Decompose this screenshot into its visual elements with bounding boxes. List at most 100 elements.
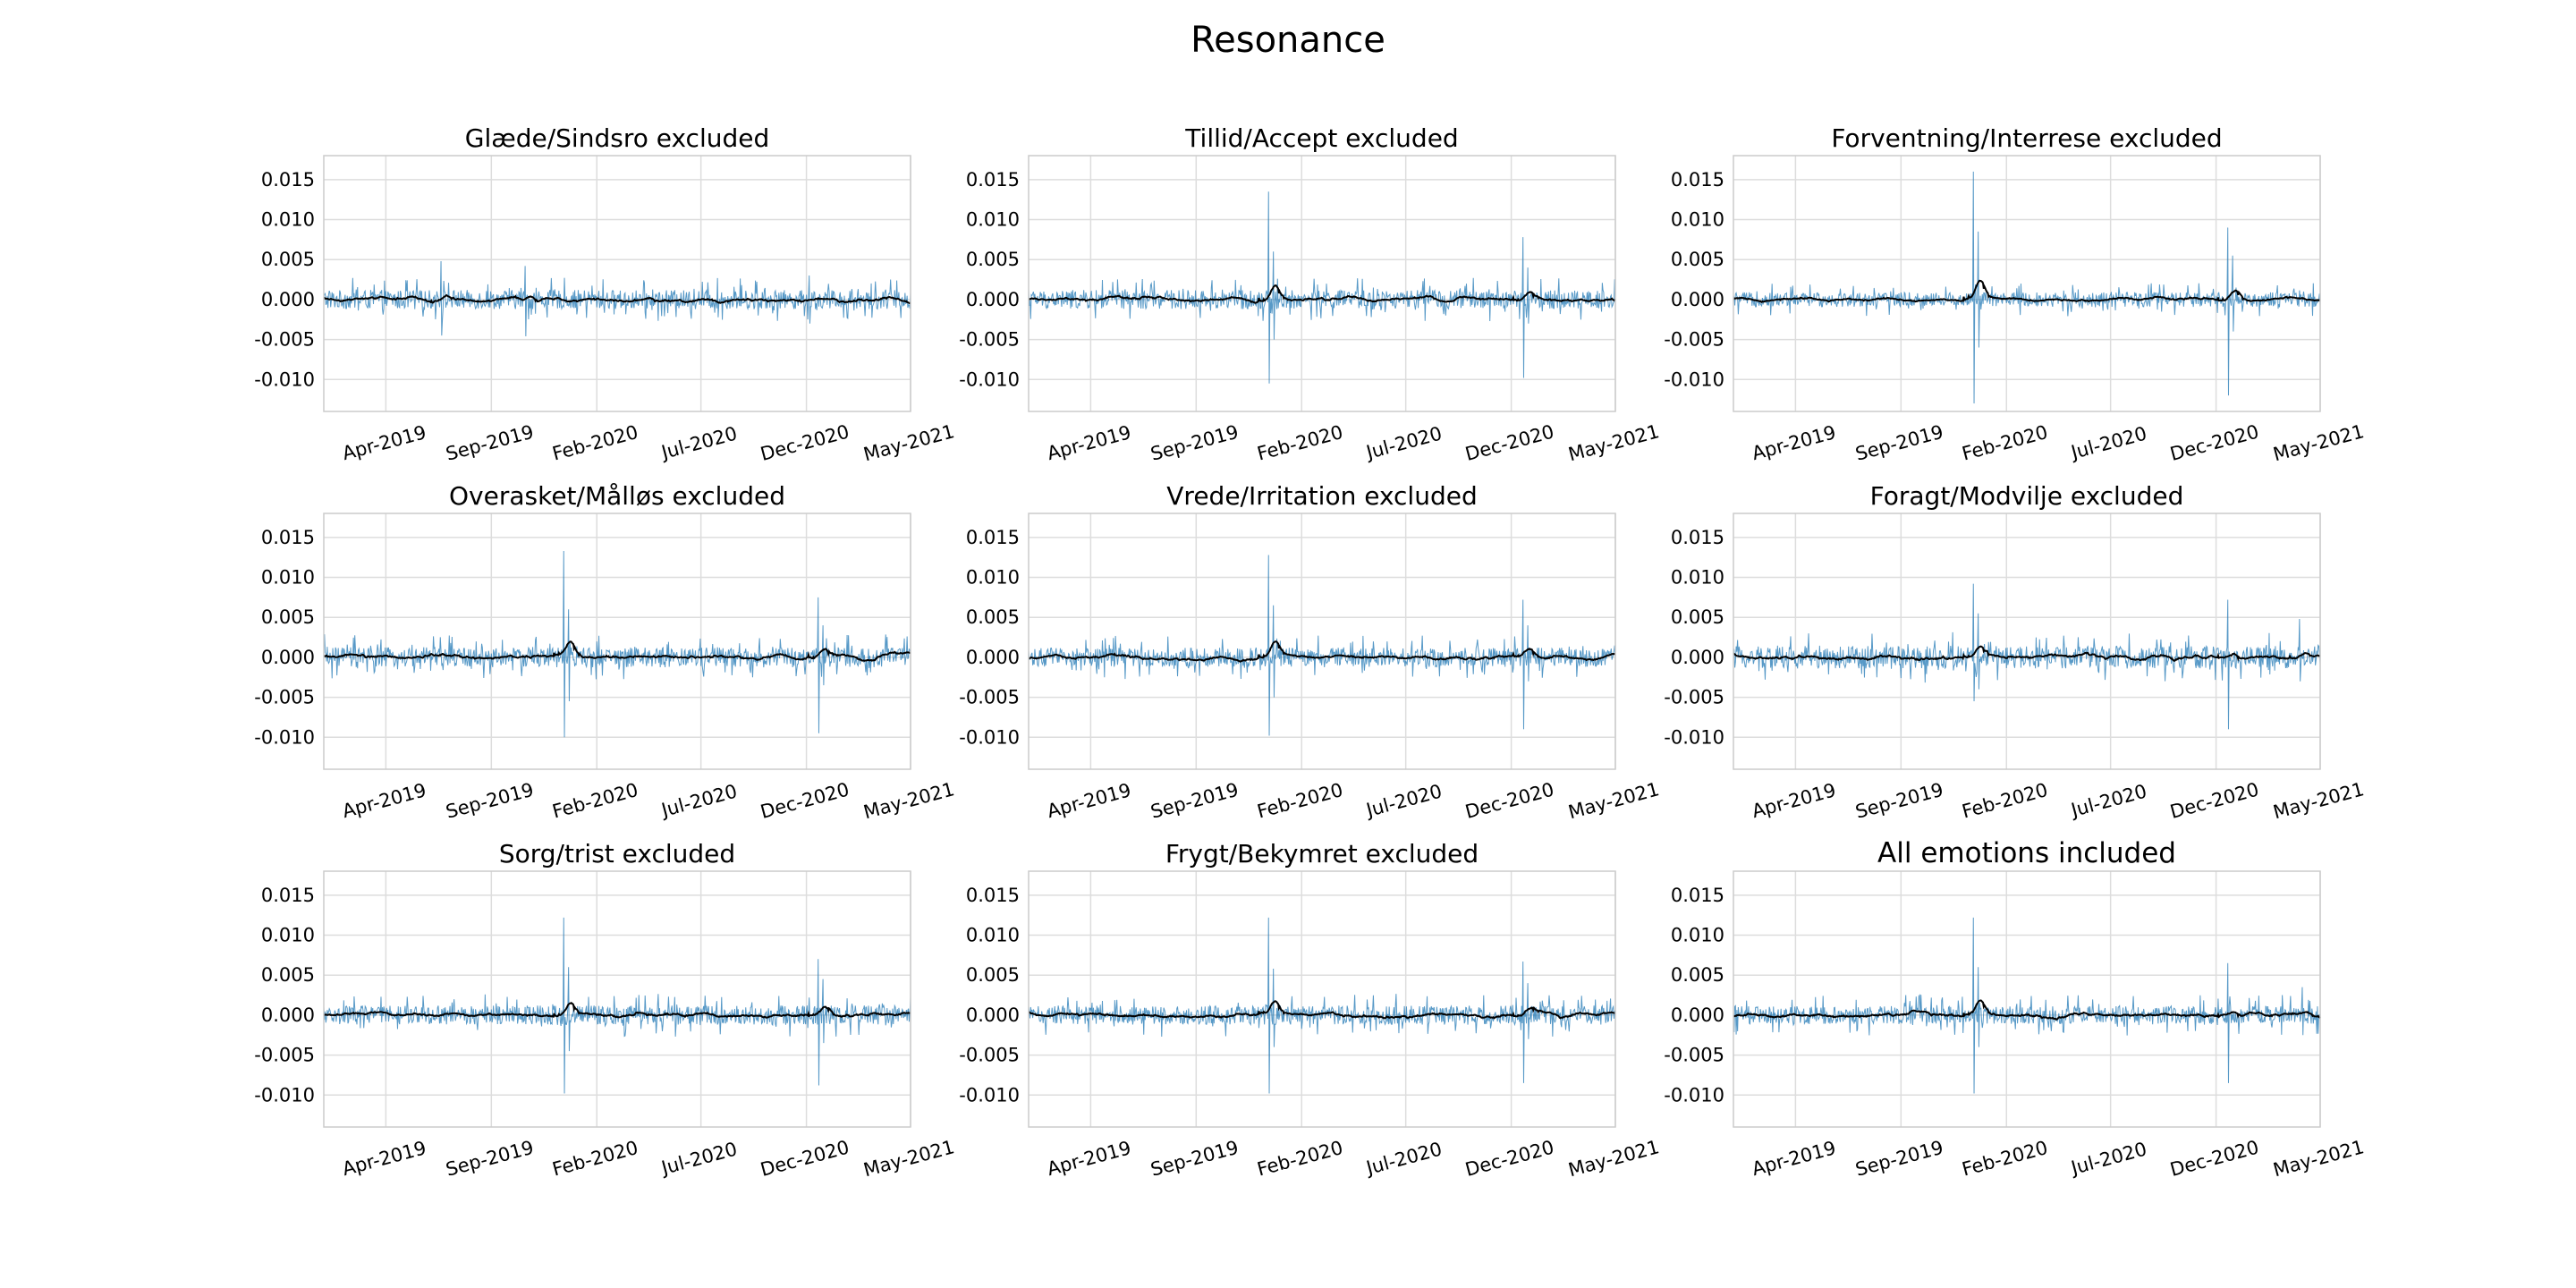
resonance-smoothed-line xyxy=(1733,645,2321,662)
y-tick-label: 0.015 xyxy=(966,527,1020,548)
y-tick-label: 0.015 xyxy=(261,885,315,906)
resonance-smoothed-line xyxy=(1733,279,2321,303)
resonance-raw-line xyxy=(323,917,911,1094)
subplot-3: 0.0150.0100.0050.000-0.005-0.010Apr-2019… xyxy=(1664,123,2366,465)
y-tick-label: 0.010 xyxy=(966,567,1020,589)
y-tick-label: -0.010 xyxy=(254,726,315,748)
y-tick-label: 0.015 xyxy=(966,885,1020,906)
y-tick-label: 0.010 xyxy=(966,209,1020,231)
resonance-smoothed-line xyxy=(323,293,911,305)
subplot-1: 0.0150.0100.0050.000-0.005-0.010Apr-2019… xyxy=(254,123,956,465)
y-tick-label: 0.015 xyxy=(1671,527,1724,548)
plot-area xyxy=(1733,871,2320,1127)
subplot-title: Frygt/Bekymret excluded xyxy=(1165,839,1479,869)
axes-frame xyxy=(1028,870,1616,1128)
y-tick-label: 0.010 xyxy=(1671,925,1724,946)
y-tick-label: -0.005 xyxy=(254,329,315,351)
subplot-title: Tillid/Accept excluded xyxy=(1184,123,1458,153)
y-tick-label: 0.000 xyxy=(1671,289,1724,310)
y-tick-label: -0.010 xyxy=(1664,726,1724,748)
y-tick-label: 0.005 xyxy=(261,606,315,628)
axes-frame xyxy=(323,870,911,1128)
y-tick-label: 0.010 xyxy=(261,925,315,946)
y-tick-label: 0.015 xyxy=(261,169,315,191)
subplot-2: 0.0150.0100.0050.000-0.005-0.010Apr-2019… xyxy=(959,123,1661,465)
y-tick-label: 0.010 xyxy=(1671,567,1724,589)
y-tick-label: 0.005 xyxy=(261,249,315,270)
resonance-smoothed-line xyxy=(1029,640,1616,663)
y-tick-label: 0.005 xyxy=(966,606,1020,628)
y-tick-label: 0.000 xyxy=(1671,647,1724,668)
y-tick-label: 0.015 xyxy=(1671,169,1724,191)
y-tick-label: 0.005 xyxy=(966,964,1020,986)
resonance-raw-line xyxy=(323,551,911,738)
subplot-title: Overasket/Målløs excluded xyxy=(449,481,785,511)
resonance-smoothed-line xyxy=(1028,1000,1616,1020)
y-tick-label: 0.010 xyxy=(1671,209,1724,231)
subplot-title: All emotions included xyxy=(1877,837,2176,869)
subplot-9: 0.0150.0100.0050.000-0.005-0.010Apr-2019… xyxy=(1664,837,2366,1181)
resonance-raw-line xyxy=(1733,583,2321,730)
y-tick-label: 0.000 xyxy=(261,647,315,668)
axes-frame xyxy=(1733,870,2321,1128)
plot-area xyxy=(1029,871,1615,1127)
subplot-6: 0.0150.0100.0050.000-0.005-0.010Apr-2019… xyxy=(1664,481,2366,823)
y-tick-label: 0.000 xyxy=(261,1004,315,1026)
subplot-title: Vrede/Irritation excluded xyxy=(1166,481,1477,511)
axes-frame xyxy=(1733,155,2321,412)
resonance-smoothed-line xyxy=(1028,284,1616,304)
y-tick-label: -0.010 xyxy=(959,369,1020,390)
y-tick-label: -0.010 xyxy=(1664,1084,1724,1106)
subplot-title: Forventning/Interrese excluded xyxy=(1831,123,2222,153)
y-tick-label: -0.005 xyxy=(959,1045,1020,1066)
y-tick-label: 0.005 xyxy=(1671,964,1724,986)
y-tick-label: -0.005 xyxy=(1664,329,1724,351)
plot-area xyxy=(324,156,911,411)
y-tick-label: 0.000 xyxy=(1671,1004,1724,1026)
subplot-8: 0.0150.0100.0050.000-0.005-0.010Apr-2019… xyxy=(959,839,1661,1181)
y-tick-label: -0.010 xyxy=(959,1084,1020,1106)
y-tick-label: 0.010 xyxy=(261,567,315,589)
subplot-title: Glæde/Sindsro excluded xyxy=(465,123,770,153)
y-tick-label: -0.005 xyxy=(1664,1045,1724,1066)
y-tick-label: -0.005 xyxy=(959,329,1020,351)
resonance-smoothed-line xyxy=(323,640,911,662)
plot-area xyxy=(1029,513,1615,769)
y-tick-label: -0.010 xyxy=(254,369,315,390)
resonance-smoothed-line xyxy=(323,1001,911,1019)
y-tick-label: 0.000 xyxy=(966,647,1020,668)
y-tick-label: -0.005 xyxy=(254,1045,315,1066)
y-tick-label: 0.000 xyxy=(966,289,1020,310)
y-tick-label: -0.010 xyxy=(254,1084,315,1106)
resonance-raw-line xyxy=(1028,191,1616,384)
y-tick-label: 0.005 xyxy=(966,249,1020,270)
plot-area xyxy=(1029,156,1615,411)
y-tick-label: 0.015 xyxy=(1671,885,1724,906)
y-tick-label: 0.000 xyxy=(966,1004,1020,1026)
y-tick-label: 0.005 xyxy=(261,964,315,986)
y-tick-label: 0.005 xyxy=(1671,249,1724,270)
plot-area xyxy=(324,871,911,1127)
y-tick-label: 0.010 xyxy=(966,925,1020,946)
plot-area xyxy=(324,513,911,769)
y-tick-label: -0.005 xyxy=(959,687,1020,708)
resonance-raw-line xyxy=(1028,555,1616,736)
y-tick-label: -0.005 xyxy=(254,687,315,708)
y-tick-label: 0.015 xyxy=(261,527,315,548)
y-tick-label: -0.010 xyxy=(1664,369,1724,390)
axes-frame xyxy=(1028,513,1616,770)
y-tick-label: 0.005 xyxy=(1671,606,1724,628)
axes-frame xyxy=(1028,155,1616,412)
plot-area xyxy=(1733,156,2320,411)
subplot-title: Sorg/trist excluded xyxy=(499,839,735,869)
y-tick-label: 0.010 xyxy=(261,209,315,231)
y-tick-label: -0.010 xyxy=(959,726,1020,748)
plot-area xyxy=(1733,513,2320,769)
subplot-title: Foragt/Modvilje excluded xyxy=(1870,481,2184,511)
axes-frame xyxy=(323,155,911,412)
axes-frame xyxy=(1733,513,2321,770)
subplot-grid: 0.0150.0100.0050.000-0.005-0.010Apr-2019… xyxy=(254,123,2366,1181)
y-tick-label: 0.015 xyxy=(966,169,1020,191)
resonance-smoothed-line xyxy=(1733,999,2321,1021)
